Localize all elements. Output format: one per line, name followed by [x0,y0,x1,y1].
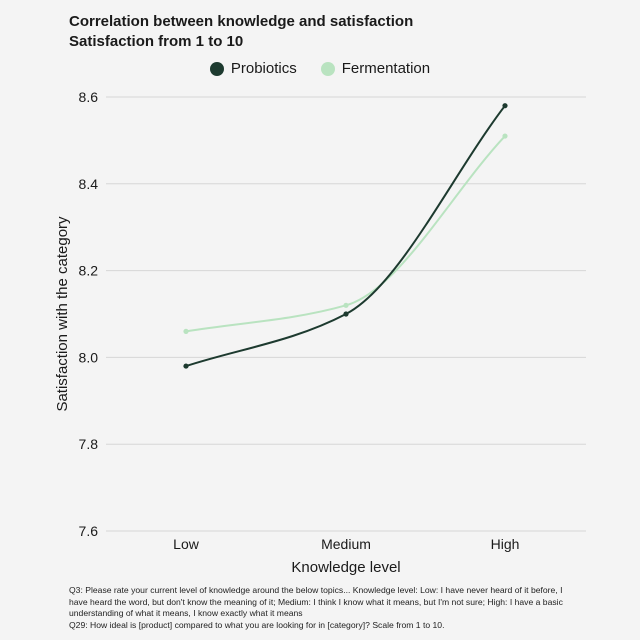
footnote-q29: Q29: How ideal is [product] compared to … [69,619,445,630]
y-axis-label: Satisfaction with the category [54,216,71,412]
legend-label-fermentation: Fermentation [341,60,431,77]
gridlines [106,96,586,532]
x-axis-label: Knowledge level [291,559,400,576]
series-lines [183,103,508,369]
chart-title: Correlation between knowledge and satisf… [69,12,413,52]
legend-swatch-probiotics [209,61,224,76]
subtitle-text: Satisfaction from 1 to 10 [69,33,244,50]
y-tick-label: 7.8 [79,436,99,452]
series-line-probiotics [185,105,506,368]
y-tick-label: 8.2 [79,263,99,279]
data-point-fermentation-high[interactable] [502,133,508,139]
legend-item-probiotics[interactable]: Probiotics [209,60,297,77]
legend-item-fermentation[interactable]: Fermentation [320,60,431,77]
series-line-fermentation [185,135,506,333]
data-point-fermentation-low[interactable] [183,328,189,334]
footnote: Q3: Please rate your current level of kn… [69,585,574,631]
legend-label-probiotics: Probiotics [230,60,297,77]
y-tick-label: 8.0 [79,349,99,365]
data-point-probiotics-high[interactable] [502,103,508,109]
y-tick-label: 7.6 [79,523,99,539]
footnote-q3: Q3: Please rate your current level of kn… [69,585,563,618]
y-tick-label: 8.4 [79,176,99,192]
x-tick-label: Low [173,536,200,552]
data-point-probiotics-medium[interactable] [343,311,349,317]
legend-swatch-fermentation [320,61,335,76]
x-tick-label: High [491,536,520,552]
legend: Probiotics Fermentation [0,60,640,77]
y-tick-label: 8.6 [79,89,99,105]
title-text: Correlation between knowledge and satisf… [69,13,414,30]
y-axis-ticks: 7.6 7.8 8.0 8.2 8.4 8.6 [79,89,99,539]
data-point-probiotics-low[interactable] [183,363,189,369]
x-tick-label: Medium [321,536,371,552]
x-axis-ticks: Low Medium High [173,536,519,552]
data-point-fermentation-medium[interactable] [343,302,349,308]
